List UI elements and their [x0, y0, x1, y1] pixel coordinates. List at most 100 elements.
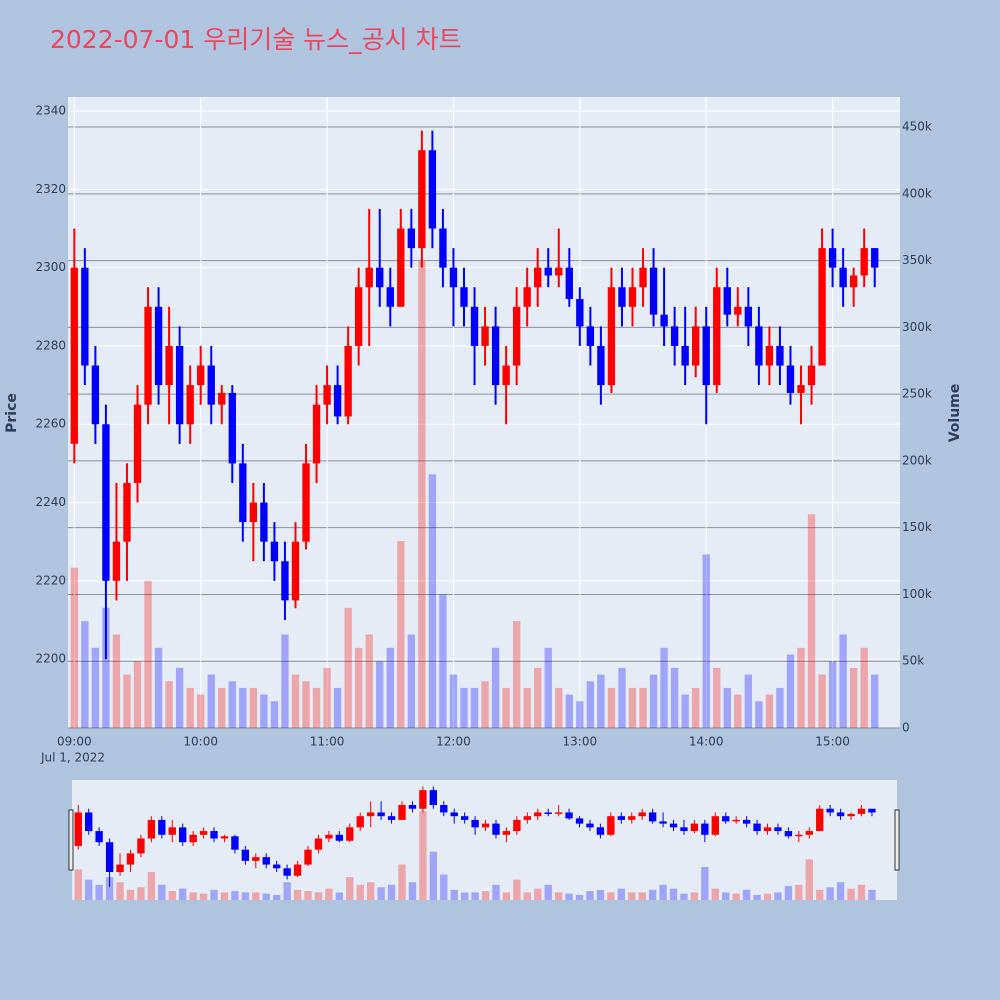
volume-bar — [776, 687, 784, 728]
volume-bar — [491, 647, 500, 728]
candle-body — [460, 287, 468, 307]
volume-bar — [439, 594, 447, 728]
slider-handle[interactable] — [894, 809, 900, 871]
slider-volume-bar — [283, 882, 291, 900]
slider-volume-bar — [231, 891, 239, 900]
candle-body — [692, 326, 700, 366]
x-date-label: Jul 1, 2022 — [40, 751, 105, 765]
volume-bar — [133, 661, 142, 728]
volume-bar — [860, 647, 868, 728]
candle-body — [239, 463, 247, 523]
slider-volume-bar — [95, 884, 103, 900]
slider-volume-bar — [513, 879, 521, 900]
slider-candle-body — [179, 827, 187, 843]
candle-body — [112, 541, 121, 581]
slider-candle-body — [262, 857, 270, 865]
slider-candle-body — [304, 849, 312, 865]
candle-body — [260, 502, 268, 542]
y-tick-label: 2260 — [35, 417, 66, 431]
volume-bar — [523, 687, 531, 728]
volume-bar — [102, 607, 110, 728]
y2-tick-label: 50k — [902, 654, 924, 668]
slider-volume-bar — [586, 891, 594, 900]
volume-bar — [91, 647, 100, 728]
candle-body — [649, 267, 658, 315]
volume-bar — [649, 674, 658, 728]
volume-bar — [428, 474, 437, 728]
x-tick-label: 12:00 — [436, 735, 471, 749]
volume-bar — [281, 634, 289, 728]
x-tick-label: 11:00 — [310, 735, 345, 749]
slider-candle-body — [690, 823, 699, 832]
candle-body — [481, 326, 489, 346]
slider-candle-body — [742, 819, 751, 824]
y2-tick-label: 300k — [902, 320, 932, 334]
volume-bar — [291, 674, 300, 728]
candle-body — [144, 306, 152, 405]
slider-volume-bar — [617, 888, 625, 900]
slider-candle-body — [607, 816, 615, 835]
y2-tick-label: 100k — [902, 587, 932, 601]
volume-bar — [713, 667, 721, 728]
candle-body — [797, 385, 805, 393]
candle-body — [291, 541, 300, 601]
slider-candle-body — [168, 827, 176, 835]
slider-volume-bar — [85, 879, 93, 900]
slider-candle-body — [534, 812, 542, 817]
candle-body — [670, 326, 679, 346]
slider-volume-bar — [680, 893, 688, 900]
slider-candle-body — [732, 819, 740, 822]
candle-body — [270, 541, 279, 562]
slider-volume-bar — [774, 892, 782, 900]
slider-volume-bar — [816, 889, 824, 900]
volume-bar — [207, 674, 215, 728]
y-tick-label: 2220 — [35, 573, 66, 587]
candle-body — [849, 275, 858, 288]
y2-tick-label: 400k — [902, 186, 932, 200]
slider-handle[interactable] — [68, 809, 74, 871]
slider-volume-bar — [189, 892, 197, 900]
slider-candle-body — [95, 831, 103, 843]
candle-body — [70, 267, 78, 444]
y2-tick-label: 450k — [902, 120, 932, 134]
candle-body — [228, 392, 236, 464]
slider-volume-bar — [273, 894, 281, 900]
slider-candle-body — [805, 831, 813, 835]
candle-body — [828, 248, 837, 268]
slider-volume-bar — [158, 884, 166, 900]
candle-body — [207, 365, 215, 405]
candle-body — [618, 287, 626, 307]
candle-body — [502, 365, 510, 386]
x-tick-label: 13:00 — [563, 735, 598, 749]
candle-body — [597, 345, 605, 386]
volume-bar — [175, 667, 184, 728]
volume-bar — [565, 694, 573, 728]
volume-bar — [849, 667, 858, 728]
volume-bar — [734, 694, 742, 728]
slider-volume-bar — [304, 891, 312, 900]
volume-bar — [502, 687, 510, 728]
candle-body — [776, 345, 784, 366]
slider-volume-bar — [346, 877, 354, 900]
volume-bar — [460, 687, 468, 728]
slider-volume-bar — [628, 892, 636, 900]
volume-bar — [534, 667, 542, 728]
candle-body — [91, 365, 100, 425]
slider-volume-bar — [398, 864, 406, 900]
volume-bar — [628, 687, 637, 728]
y2-tick-label: 0 — [902, 721, 910, 735]
slider-candle-body — [398, 805, 406, 820]
candle-body — [81, 267, 89, 366]
candle-body — [839, 267, 847, 288]
slider-volume-bar — [826, 887, 834, 900]
y2-tick-label: 250k — [902, 387, 932, 401]
volume-bar — [302, 681, 310, 728]
slider-candle-body — [659, 821, 667, 824]
range-slider[interactable] — [72, 780, 897, 900]
volume-bar — [123, 674, 131, 728]
volume-bar — [576, 701, 584, 728]
y-tick-label: 2320 — [35, 182, 66, 196]
volume-bar — [702, 554, 710, 728]
volume-bar — [218, 687, 226, 728]
slider-candle-body — [241, 849, 250, 861]
